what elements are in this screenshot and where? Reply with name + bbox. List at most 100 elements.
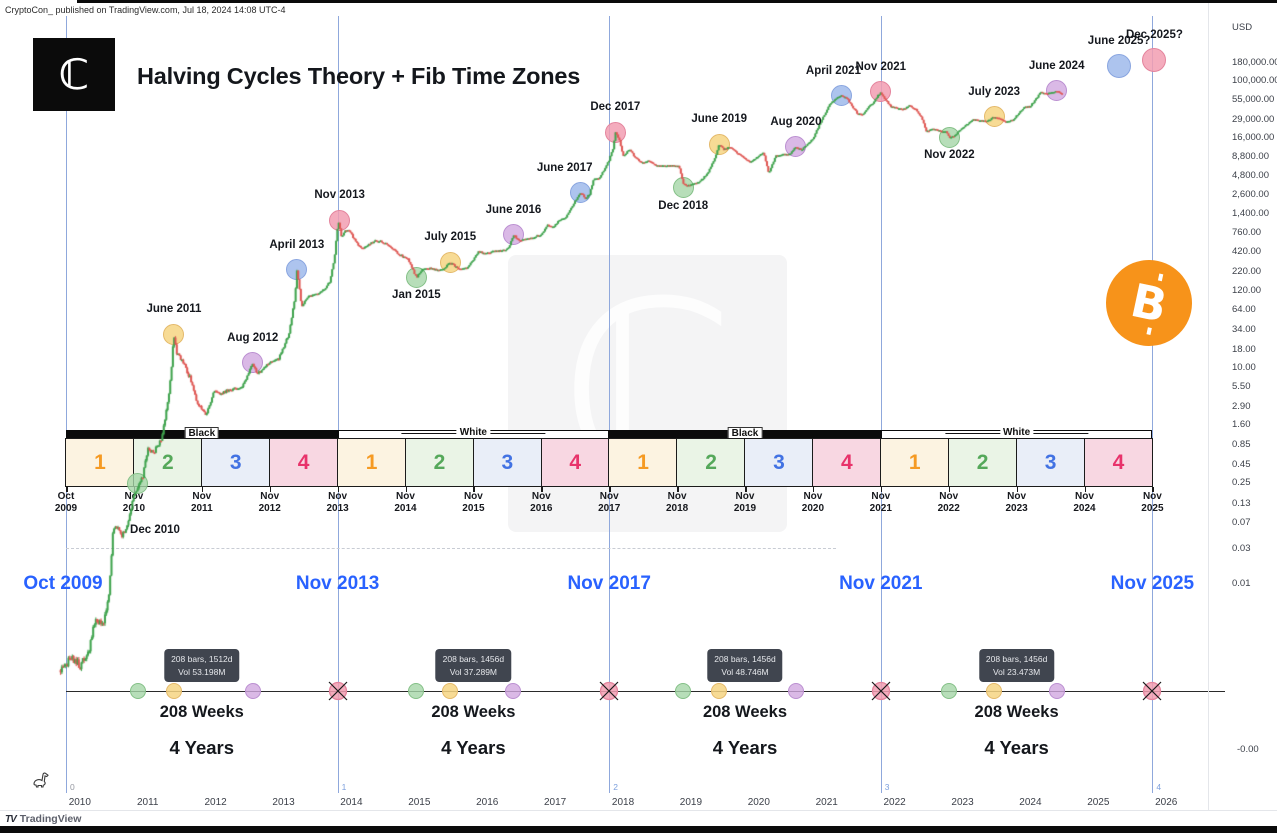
price-axis-zero: -0.00 <box>1237 744 1259 755</box>
price-tick-label: 1.60 <box>1232 419 1251 431</box>
timeline-dot-purple <box>244 683 261 699</box>
tradingview-logo-icon[interactable]: TV <box>5 813 17 825</box>
event-circle-green <box>938 126 960 148</box>
band-date-label-8: Nov 2017 <box>598 491 621 514</box>
event-label-8: June 2017 <box>536 161 593 174</box>
event-label-6: July 2015 <box>424 231 477 244</box>
event-circle-blue <box>830 85 852 107</box>
fib-zone-number-1: 1 <box>341 782 347 792</box>
event-label-10: Dec 2018 <box>658 199 709 212</box>
year-tick-label: 2024 <box>1019 797 1042 808</box>
event-circle-purple <box>242 352 264 374</box>
halving-label-0: Oct 2009 <box>23 573 103 594</box>
cycle-phase-cell-2: 2 <box>947 438 1018 487</box>
band-date-label-10: Nov 2019 <box>733 491 757 514</box>
fib-time-zone-line-1 <box>337 16 339 793</box>
price-tick-label: 34.00 <box>1232 324 1256 336</box>
halving-label-1: Nov 2013 <box>295 573 380 594</box>
timeline-dot-green <box>408 683 425 699</box>
band-date-label-9: Nov 2018 <box>665 491 689 514</box>
tooltip-bars-line: 208 bars, 1456d <box>714 654 776 664</box>
top-border-strip <box>77 0 1277 3</box>
weeks-label-3: 208 Weeks <box>974 703 1059 721</box>
event-circle-pink <box>604 121 626 143</box>
event-circle-green <box>405 266 427 288</box>
price-tick-label: 10.00 <box>1232 362 1256 374</box>
timeline-dot-green <box>941 683 958 699</box>
cycle-phase-cell-4: 4 <box>1083 438 1154 487</box>
event-label-3: April 2013 <box>269 238 325 251</box>
price-tick-label: 18.00 <box>1232 343 1256 355</box>
bottom-border-bar <box>0 826 1277 833</box>
year-tick-label: 2025 <box>1087 797 1110 808</box>
year-tick-label: 2026 <box>1155 797 1178 808</box>
band-date-label-0: Oct 2009 <box>54 491 78 514</box>
tooltip-volume-line: Vol 23.473M <box>992 666 1041 677</box>
year-tick-label: 2022 <box>883 797 906 808</box>
fib-time-zone-line-4 <box>1152 16 1154 793</box>
event-circle-blue <box>570 182 592 204</box>
weeks-label-0: 208 Weeks <box>159 703 244 721</box>
fib-zone-number-2: 2 <box>613 782 618 792</box>
event-label-5: Jan 2015 <box>392 289 441 302</box>
event-label-1: June 2011 <box>146 303 202 316</box>
price-tick-label: 120.00 <box>1232 284 1262 296</box>
tooltip-volume-line: Vol 37.289M <box>449 666 498 677</box>
halving-label-4: Nov 2025 <box>1110 573 1195 594</box>
band-date-label-12: Nov 2021 <box>869 491 892 514</box>
band-date-label-14: Nov 2023 <box>1005 491 1028 514</box>
cycle-phase-cell-1: 1 <box>65 438 135 487</box>
fib-zone-number-3: 3 <box>884 782 890 792</box>
year-tick-label: 2021 <box>815 797 838 808</box>
years-label-3: 4 Years <box>984 737 1049 758</box>
fib-time-zone-line-3 <box>880 16 882 793</box>
tooltip-bars-line: 208 bars, 1456d <box>985 654 1048 664</box>
year-tick-label: 2013 <box>272 797 295 808</box>
price-tick-label: 1,400.00 <box>1232 208 1269 220</box>
cycle-phase-cell-3: 3 <box>1015 438 1086 487</box>
cycle-phase-cell-4: 4 <box>540 438 610 487</box>
timeline-dot-purple <box>505 683 522 699</box>
event-circle-pink <box>329 209 351 231</box>
price-tick-label: 0.45 <box>1232 458 1251 470</box>
year-tick-label: 2023 <box>951 797 974 808</box>
band-date-label-5: Nov 2014 <box>394 491 417 514</box>
timeline-halving-x-marker <box>870 680 892 707</box>
event-label-15: Nov 2022 <box>924 149 975 162</box>
band-date-label-16: Nov 2025 <box>1141 491 1164 514</box>
timeline-dot-purple <box>1048 683 1065 699</box>
price-tick-label: 55,000.00 <box>1232 93 1275 105</box>
years-label-1: 4 Years <box>441 737 506 758</box>
tradingview-attribution[interactable]: TV TradingView <box>5 813 81 825</box>
years-label-2: 4 Years <box>712 737 778 758</box>
bitcoin-b-glyph: B <box>1126 272 1172 334</box>
bars-volume-tooltip-0: 208 bars, 1512d Vol 53.198M <box>164 649 240 682</box>
timeline-dot-green <box>675 683 692 699</box>
bitcoin-logo: B <box>1097 251 1201 355</box>
price-reference-dashed-line <box>66 548 836 549</box>
price-tick-label: 64.00 <box>1232 304 1256 316</box>
band-date-label-1: Nov 2010 <box>122 491 146 514</box>
bitcoin-b-tick-bottom <box>1146 327 1152 335</box>
fib-zone-number-4: 4 <box>1156 782 1162 792</box>
year-tick-label: 2014 <box>340 797 363 808</box>
footer-separator <box>0 810 1277 811</box>
year-tick-label: 2018 <box>611 797 635 808</box>
timeline-halving-x-marker <box>1141 680 1163 707</box>
weeks-label-1: 208 Weeks <box>431 703 516 721</box>
year-tick-label: 2011 <box>136 797 159 808</box>
tradingview-brand-text[interactable]: TradingView <box>19 813 82 825</box>
price-tick-label: 0.25 <box>1232 477 1251 489</box>
price-tick-label: 4,800.00 <box>1232 169 1269 181</box>
tooltip-bars-line: 208 bars, 1456d <box>442 654 505 664</box>
years-label-0: 4 Years <box>169 737 235 758</box>
cryptocon-logo: ℂ <box>33 38 115 111</box>
price-tick-label: 0.07 <box>1232 516 1251 528</box>
event-label-12: Aug 2020 <box>770 115 822 128</box>
band-date-label-7: Nov 2016 <box>530 491 553 514</box>
price-tick-label: 220.00 <box>1232 265 1262 277</box>
year-tick-label: 2016 <box>476 797 499 808</box>
band-date-label-15: Nov 2024 <box>1073 491 1096 514</box>
timeline-dot-purple <box>787 683 804 699</box>
